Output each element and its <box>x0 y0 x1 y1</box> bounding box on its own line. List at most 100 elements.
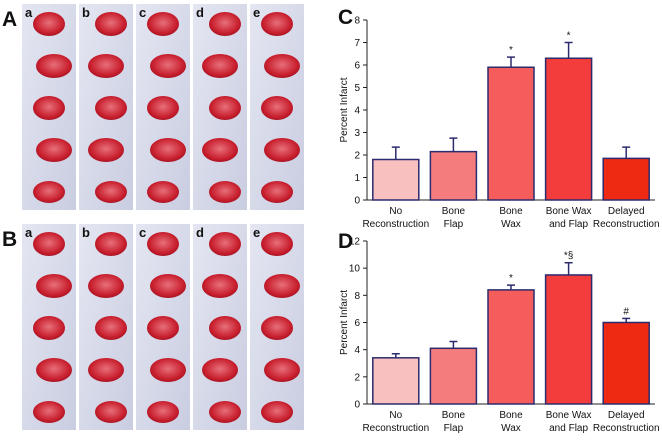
brain-slice <box>95 181 127 203</box>
bar <box>429 347 478 405</box>
y-tick-label: 2 <box>354 372 360 383</box>
x-tick-label: Flap <box>444 219 464 230</box>
x-tick-label: and Flap <box>549 219 588 230</box>
brain-slice <box>261 12 293 36</box>
x-tick-label: Bone <box>442 206 466 217</box>
y-tick-label: 10 <box>349 264 361 275</box>
y-tick-label: 8 <box>354 16 360 27</box>
column-label: d <box>196 225 204 240</box>
column-label: d <box>196 5 204 20</box>
brain-slice <box>33 232 65 256</box>
brain-slice <box>209 96 241 120</box>
column-label: b <box>82 225 90 240</box>
y-axis-label: Percent Infarct <box>339 290 350 355</box>
brain-slice <box>88 274 124 298</box>
x-tick-label: and Flap <box>549 423 588 434</box>
brain-slice <box>95 401 127 423</box>
brain-slice <box>147 401 179 423</box>
x-tick-label: Delayed <box>608 410 645 421</box>
x-tick-label: Bone Wax <box>546 410 592 421</box>
panel-label: C <box>338 6 353 29</box>
x-tick-label: Delayed <box>608 206 645 217</box>
panel-label: B <box>2 228 17 251</box>
brain-slice <box>202 358 238 382</box>
brain-slice <box>261 96 293 120</box>
bar <box>544 274 593 405</box>
x-tick-label: Reconstruction <box>362 219 429 230</box>
y-tick-label: 12 <box>349 237 361 248</box>
column-label: c <box>139 5 146 20</box>
y-tick-label: 4 <box>354 106 360 117</box>
brain-slice <box>33 316 65 340</box>
brain-slice <box>95 316 127 340</box>
significance-marker: * <box>509 273 513 284</box>
brain-slice <box>209 401 241 423</box>
brain-slice <box>33 96 65 120</box>
brain-slice <box>264 138 300 162</box>
bar <box>429 150 478 201</box>
x-tick-label: Bone <box>499 206 523 217</box>
x-tick-label: Flap <box>444 423 464 434</box>
y-tick-label: 6 <box>354 61 360 72</box>
y-tick-label: 6 <box>354 318 360 329</box>
brain-slice <box>261 181 293 203</box>
brain-slice <box>95 96 127 120</box>
panel-label: D <box>338 230 353 253</box>
brain-slice <box>33 401 65 423</box>
brain-slice <box>88 138 124 162</box>
column-label: a <box>25 225 33 240</box>
brain-slice <box>202 274 238 298</box>
brain-slice <box>33 12 65 36</box>
brain-slice <box>264 274 300 298</box>
brain-slice <box>264 358 300 382</box>
brain-slice <box>261 232 293 256</box>
y-tick-label: 2 <box>354 151 360 162</box>
bar <box>372 357 420 405</box>
significance-marker: * <box>567 31 571 42</box>
bar <box>602 321 650 405</box>
brain-slice <box>88 358 124 382</box>
brain-slice <box>147 181 179 203</box>
brain-slice <box>209 181 241 203</box>
bar <box>544 57 593 201</box>
brain-slice <box>202 54 238 78</box>
brain-slice <box>95 232 127 256</box>
brain-slice <box>261 316 293 340</box>
significance-marker: * <box>509 45 513 56</box>
brain-slice <box>147 232 179 256</box>
bar <box>487 66 535 201</box>
brain-slice <box>147 12 179 36</box>
brain-slice <box>209 316 241 340</box>
brain-slice <box>36 274 72 298</box>
y-tick-label: 0 <box>354 400 360 411</box>
x-tick-label: Reconstruction <box>593 219 660 230</box>
y-tick-label: 7 <box>354 38 360 49</box>
brain-slice <box>36 358 72 382</box>
brain-slice <box>150 274 186 298</box>
brain-slice <box>36 54 72 78</box>
brain-slice <box>209 12 241 36</box>
significance-marker: *§ <box>564 251 573 262</box>
significance-marker: # <box>623 306 629 317</box>
column-label: e <box>253 225 260 240</box>
brain-slice <box>202 138 238 162</box>
x-tick-label: No <box>389 410 402 421</box>
y-tick-label: 1 <box>354 173 360 184</box>
brain-slice <box>147 96 179 120</box>
y-axis-label: Percent Infarct <box>339 77 350 142</box>
y-tick-label: 8 <box>354 291 360 302</box>
column-label: c <box>139 225 146 240</box>
x-tick-label: No <box>389 206 402 217</box>
y-tick-label: 5 <box>354 83 360 94</box>
column-label: a <box>25 5 33 20</box>
panel-label: A <box>2 8 17 31</box>
x-tick-label: Bone <box>499 410 523 421</box>
brain-slice <box>33 181 65 203</box>
brain-slice <box>150 54 186 78</box>
y-tick-label: 3 <box>354 128 360 139</box>
bar <box>487 289 535 405</box>
x-tick-label: Bone <box>442 410 466 421</box>
column-label: b <box>82 5 90 20</box>
brain-slice <box>150 138 186 162</box>
